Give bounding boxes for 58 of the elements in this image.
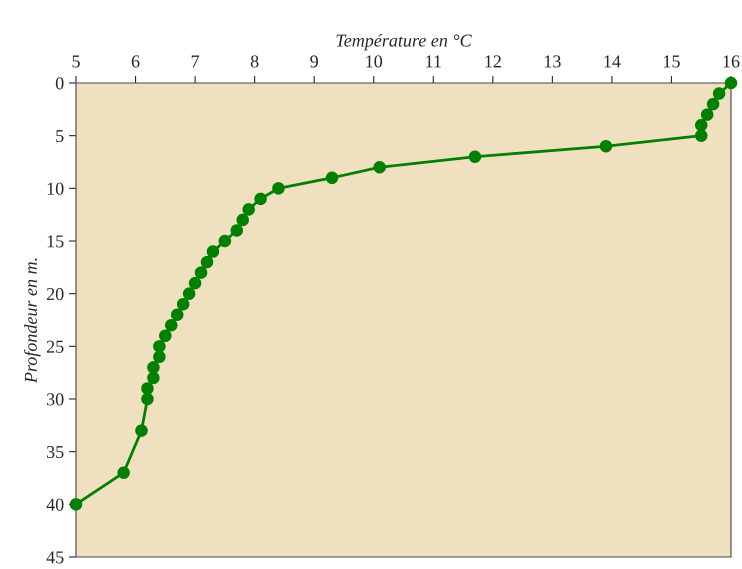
point — [182, 287, 196, 300]
point — [230, 224, 244, 237]
x-tick-label: 10 — [366, 55, 382, 68]
x-tick-label: 15 — [664, 55, 680, 68]
point — [165, 319, 178, 332]
y-tick-label: 40 — [46, 498, 64, 511]
x-tick-label: 9 — [310, 55, 318, 68]
point — [724, 76, 738, 90]
y-tick-label: 0 — [56, 77, 64, 90]
point — [236, 214, 249, 226]
point — [468, 150, 482, 163]
y-tick-label: 15 — [48, 235, 64, 248]
x-tick-label: 16 — [724, 55, 740, 68]
y-tick-label: 5 — [56, 130, 64, 142]
point — [326, 172, 338, 184]
point — [712, 87, 726, 100]
x-axis-title: Température en °C — [336, 34, 472, 50]
y-tick-label: 10 — [48, 182, 64, 195]
x-tick-label: 5 — [72, 56, 80, 68]
x-tick-label: 14 — [604, 55, 621, 68]
point — [242, 203, 255, 216]
x-tick-label: 7 — [192, 56, 200, 68]
y-tick-label: 35 — [47, 446, 64, 458]
y-tick-label: 20 — [46, 288, 64, 300]
point — [694, 118, 708, 132]
y-tick-label: 25 — [46, 340, 64, 353]
point — [694, 129, 708, 142]
point — [147, 372, 160, 384]
point — [141, 392, 154, 406]
y-axis-title: Profondeur en m. — [24, 258, 41, 384]
point — [117, 466, 130, 479]
y-tick-label: 30 — [47, 393, 64, 406]
y-tick-label: 45 — [46, 551, 64, 564]
point — [188, 276, 202, 290]
x-tick-label: 12 — [485, 55, 501, 68]
point — [700, 108, 714, 121]
point — [706, 98, 720, 110]
point — [254, 192, 267, 206]
point — [147, 361, 160, 374]
point — [170, 308, 184, 321]
point — [373, 161, 386, 174]
x-tick-label: 11 — [426, 55, 441, 68]
point — [70, 498, 82, 511]
point — [153, 340, 166, 353]
point — [206, 245, 220, 258]
point — [153, 350, 166, 364]
point — [176, 298, 190, 310]
point — [141, 382, 154, 395]
point — [272, 182, 285, 195]
point — [135, 424, 148, 437]
point — [194, 266, 208, 279]
x-tick-label: 13 — [544, 55, 561, 68]
point — [200, 256, 214, 268]
x-tick-label: 8 — [250, 55, 258, 68]
x-tick-label: 6 — [132, 55, 140, 68]
point — [218, 234, 232, 248]
point — [600, 140, 612, 152]
point — [159, 330, 172, 342]
